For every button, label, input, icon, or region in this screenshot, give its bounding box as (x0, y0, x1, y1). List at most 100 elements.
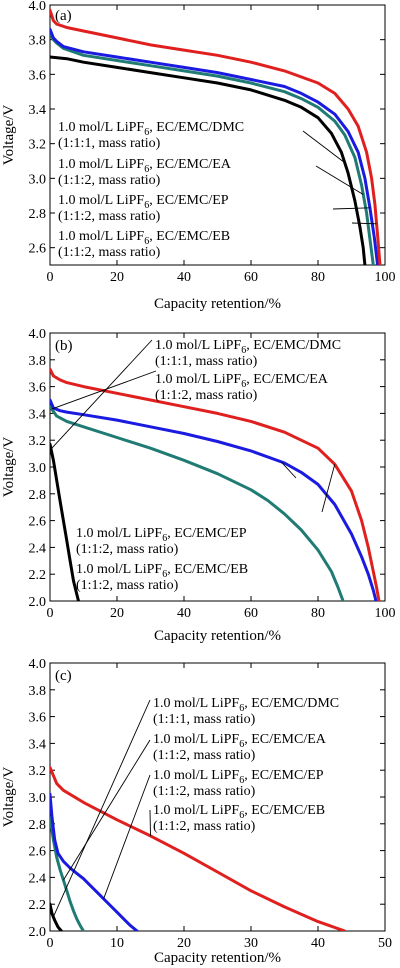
series-line (50, 405, 345, 601)
annotation-line1: 1.0 mol/L LiPF6, EC/EMC/EB (153, 803, 325, 821)
y-tick-label: 2.2 (29, 568, 47, 583)
series-annotation: 1.0 mol/L LiPF6, EC/EMC/DMC(1:1:1, mass … (58, 120, 244, 151)
series-annotation: 1.0 mol/L LiPF6, EC/EMC/EP(1:1:2, mass r… (58, 193, 229, 224)
annotation-line2: (1:1:1, mass ratio) (153, 712, 256, 727)
annotation-line1: 1.0 mol/L LiPF6, EC/EMC/EP (76, 526, 247, 544)
y-tick-label: 2.8 (29, 207, 47, 222)
x-axis-label: Capacity retention/% (154, 950, 281, 966)
panel-b: (b) 0 20 40 60 80 100 2.0 2.2 2.4 2.6 2.8 3.0 3.2 3.4… (1, 327, 396, 644)
annotation-line1: 1.0 mol/L LiPF6, EC/EMC/EP (58, 193, 229, 211)
y-tick-label: 2.6 (29, 515, 47, 530)
annotation-line2: (1:1:2, mass ratio) (76, 542, 179, 557)
series-annotation: 1.0 mol/L LiPF6, EC/EMC/EP(1:1:2, mass r… (153, 768, 324, 799)
y-tick-label: 3.2 (29, 138, 47, 153)
y-tick-label: 3.4 (29, 407, 47, 422)
x-tick-label: 40 (177, 270, 191, 285)
series-annotation: 1.0 mol/L LiPF6, EC/EMC/DMC(1:1:1, mass … (153, 696, 339, 727)
plot-frame (49, 4, 386, 266)
y-tick-label: 3.6 (29, 711, 47, 726)
y-axis-label: Voltage/V (1, 437, 17, 498)
leader-line (280, 461, 297, 479)
leader-lines (302, 130, 377, 225)
y-tick-label: 3.4 (29, 103, 47, 118)
x-tick-label: 100 (375, 270, 396, 285)
y-tick-label: 3.0 (29, 172, 47, 187)
leader-line (103, 774, 151, 899)
y-tick-label: 3.8 (29, 34, 47, 49)
series-annotation: 1.0 mol/L LiPF6, EC/EMC/EP(1:1:2, mass r… (76, 526, 247, 557)
series-layer (50, 367, 381, 601)
annotation-line2: (1:1:2, mass ratio) (58, 209, 161, 224)
x-tick-label: 40 (311, 936, 325, 951)
series-line (50, 8, 382, 265)
leader-lines (52, 699, 151, 918)
y-tick-label: 2.8 (29, 488, 47, 503)
x-tick-label: 80 (311, 270, 325, 285)
annotation-line1: 1.0 mol/L LiPF6, EC/EMC/EA (153, 732, 327, 750)
leader-line (351, 222, 377, 225)
annotation-line1: 1.0 mol/L LiPF6, EC/EMC/DMC (58, 120, 244, 138)
annotations: 1.0 mol/L LiPF6, EC/EMC/DMC(1:1:1, mass … (76, 338, 341, 593)
series-layer (50, 8, 382, 265)
y-tick-label: 2.4 (29, 871, 47, 886)
series-annotation: 1.0 mol/L LiPF6, EC/EMC/EA(1:1:2, mass r… (153, 732, 327, 763)
y-tick-label: 2.4 (29, 541, 47, 556)
x-tick-label: 80 (311, 606, 325, 621)
annotation-line1: 1.0 mol/L LiPF6, EC/EMC/EB (58, 229, 230, 247)
leader-line (63, 739, 151, 881)
leader-line (51, 370, 157, 410)
x-tick-label: 50 (378, 936, 392, 951)
panel-label: (c) (55, 668, 72, 684)
y-tick-label: 3.6 (29, 68, 47, 83)
series-line (50, 792, 139, 931)
series-line (50, 55, 367, 265)
x-tick-label: 20 (177, 936, 191, 951)
x-tick-label: 0 (47, 606, 54, 621)
y-tick-label: 2.6 (29, 845, 47, 860)
panel-c: (c) 0 10 20 30 40 50 2.0 2.2 2.4 2.6 2.8 3.0 3.2 3.4 3… (1, 657, 392, 966)
y-tick-label: 3.0 (29, 791, 47, 806)
leader-line (302, 130, 346, 164)
x-tick-label: 30 (244, 936, 258, 951)
annotation-line1: 1.0 mol/L LiPF6, EC/EMC/EA (155, 372, 329, 390)
series-annotation: 1.0 mol/L LiPF6, EC/EMC/EB(1:1:2, mass r… (76, 562, 248, 593)
annotation-line2: (1:1:2, mass ratio) (153, 819, 256, 834)
series-line (50, 27, 380, 265)
leader-line (315, 165, 364, 195)
panel-a: (a) 0 20 40 60 80 100 2.6 2.8 3.0 3.2 3.4 3.6 3.8 4.0… (1, 0, 396, 312)
leader-line (321, 464, 336, 513)
annotation-line2: (1:1:2, mass ratio) (153, 748, 256, 763)
y-tick-label: 3.0 (29, 461, 47, 476)
series-line (50, 31, 375, 265)
series-layer (50, 766, 347, 931)
series-line (50, 367, 381, 601)
x-tick-label: 40 (177, 606, 191, 621)
y-tick-label: 3.6 (29, 381, 47, 396)
y-tick-label: 2.2 (29, 898, 47, 913)
series-annotation: 1.0 mol/L LiPF6, EC/EMC/EA(1:1:2, mass r… (58, 157, 232, 188)
series-annotation: 1.0 mol/L LiPF6, EC/EMC/EB(1:1:2, mass r… (153, 803, 325, 834)
annotation-line1: 1.0 mol/L LiPF6, EC/EMC/EA (58, 157, 232, 175)
leader-lines (50, 339, 336, 513)
series-line (50, 766, 347, 931)
annotation-line1: 1.0 mol/L LiPF6, EC/EMC/EB (76, 562, 248, 580)
y-tick-label: 3.8 (29, 354, 47, 369)
series-line (50, 442, 80, 601)
series-annotation: 1.0 mol/L LiPF6, EC/EMC/EA(1:1:2, mass r… (155, 372, 329, 403)
annotation-line2: (1:1:2, mass ratio) (58, 173, 161, 188)
y-tick-label: 4.0 (29, 0, 47, 14)
annotation-line2: (1:1:2, mass ratio) (76, 578, 179, 593)
y-tick-label: 4.0 (29, 327, 47, 342)
y-tick-label: 2.0 (29, 925, 47, 940)
x-tick-label: 20 (110, 606, 124, 621)
x-tick-label: 20 (110, 270, 124, 285)
annotation-line1: 1.0 mol/L LiPF6, EC/EMC/DMC (153, 696, 339, 714)
leader-line (52, 699, 151, 918)
y-tick-label: 2.0 (29, 595, 47, 610)
annotation-line2: (1:1:1, mass ratio) (58, 136, 161, 151)
annotation-line2: (1:1:2, mass ratio) (58, 245, 161, 260)
annotation-line2: (1:1:2, mass ratio) (155, 388, 258, 403)
leader-line (50, 339, 153, 450)
annotation-line1: 1.0 mol/L LiPF6, EC/EMC/EP (153, 768, 324, 786)
